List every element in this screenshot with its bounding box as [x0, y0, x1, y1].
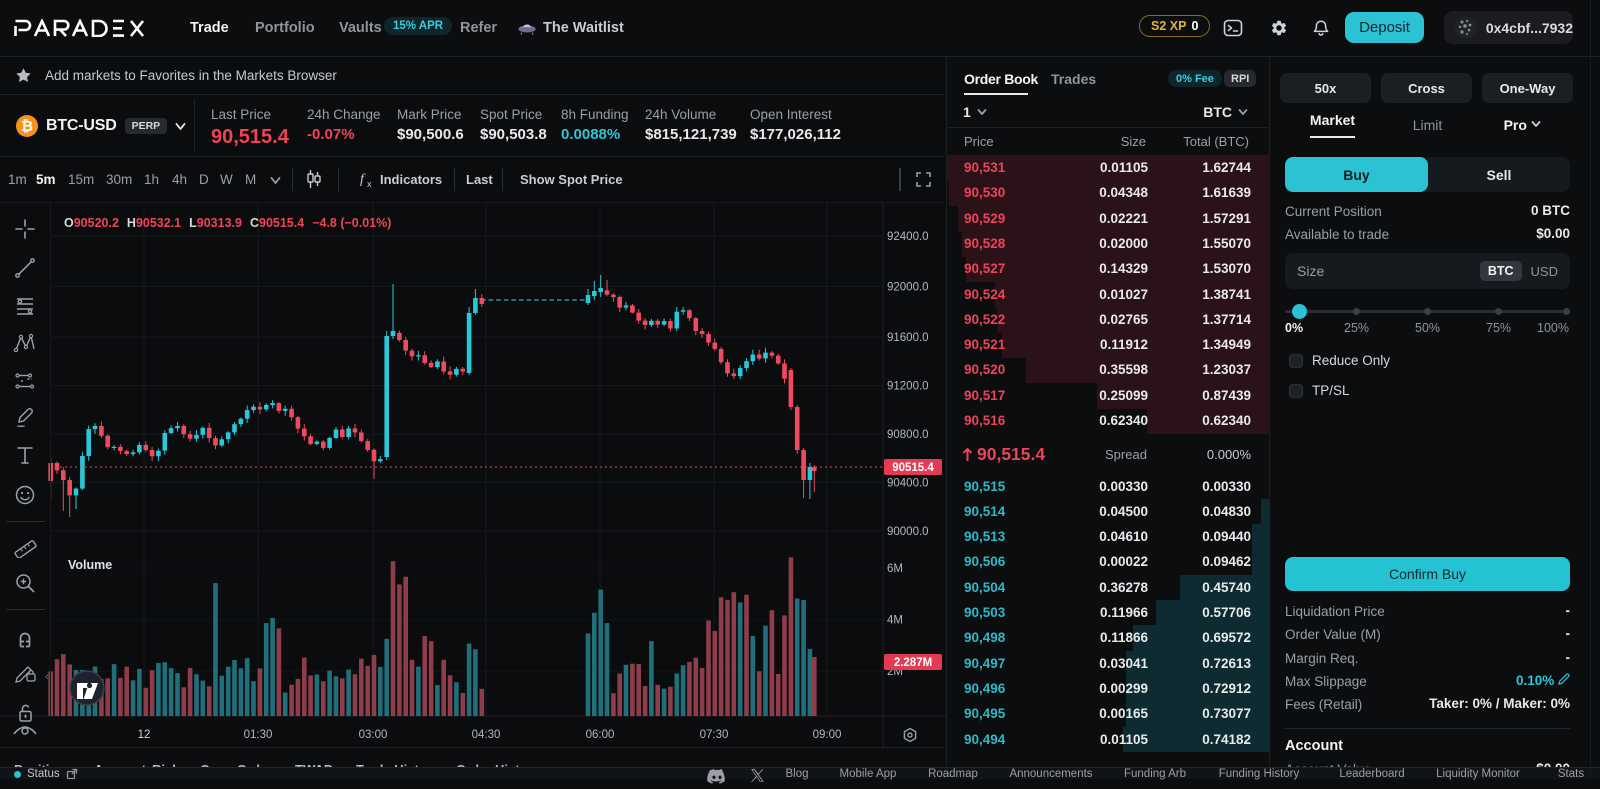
svg-text:04:30: 04:30	[472, 729, 501, 741]
svg-text:92000.0: 92000.0	[887, 282, 929, 294]
svg-text:90800.0: 90800.0	[887, 429, 929, 441]
svg-text:x: x	[367, 179, 372, 188]
svg-text:91200.0: 91200.0	[887, 381, 929, 393]
svg-text:92400.0: 92400.0	[887, 231, 929, 243]
svg-text:03:00: 03:00	[359, 729, 388, 741]
svg-text:Volume: Volume	[68, 558, 112, 572]
svg-text:90515.4: 90515.4	[892, 462, 934, 474]
svg-text:90000.0: 90000.0	[887, 526, 929, 538]
svg-text:91600.0: 91600.0	[887, 332, 929, 344]
svg-text:09:00: 09:00	[813, 729, 842, 741]
svg-text:f: f	[360, 172, 366, 187]
svg-text:06:00: 06:00	[586, 729, 615, 741]
svg-text:2.287M: 2.287M	[894, 657, 932, 669]
svg-text:12: 12	[138, 729, 151, 741]
svg-text:01:30: 01:30	[244, 729, 273, 741]
svg-text:6M: 6M	[887, 563, 903, 575]
svg-text:4M: 4M	[887, 615, 903, 627]
svg-text:07:30: 07:30	[700, 729, 729, 741]
svg-text:90400.0: 90400.0	[887, 478, 929, 490]
